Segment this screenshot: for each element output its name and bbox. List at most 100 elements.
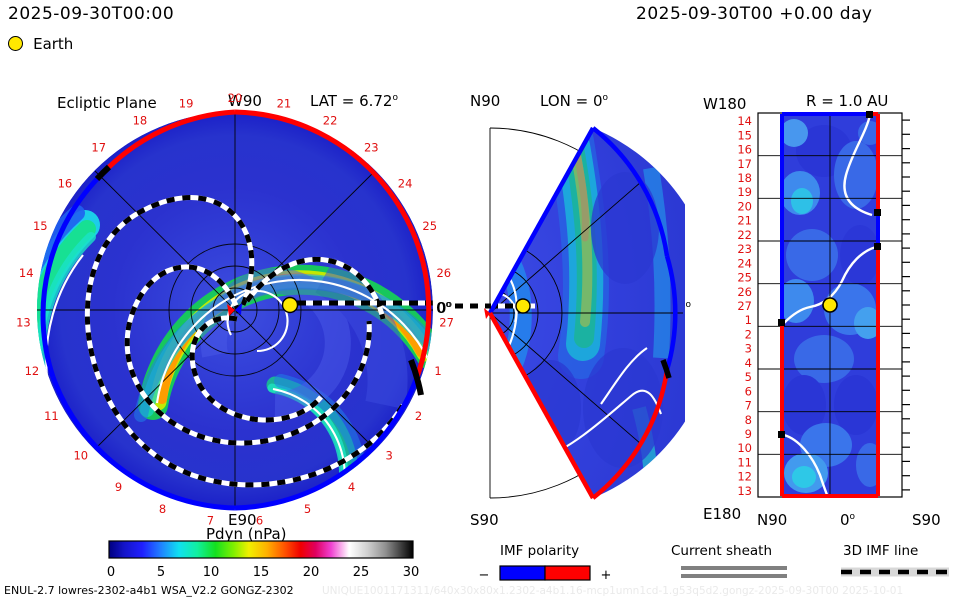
meridional-left-value: 0 xyxy=(436,299,446,317)
colorbar-tick-25: 25 xyxy=(353,565,370,580)
ecliptic-lat-label: LAT = 6.72o xyxy=(310,92,398,110)
current-sheath-legend-title: Current sheath xyxy=(671,543,773,559)
imf-positive-swatch xyxy=(544,565,591,581)
imf-polarity-swatch: − + xyxy=(479,565,612,583)
ecliptic-tick-22: 22 xyxy=(323,114,338,128)
ecliptic-tick-8: 8 xyxy=(159,502,166,516)
rmap-ytick-6: 6 xyxy=(745,384,752,398)
sun-marker-icon xyxy=(227,303,242,316)
meridional-plane-plot xyxy=(455,126,685,500)
rmap-ytick-4: 4 xyxy=(745,356,752,370)
ecliptic-top-label: W90 xyxy=(228,92,262,110)
ecliptic-tick-7: 7 xyxy=(207,514,214,528)
earth-marker-icon xyxy=(281,296,299,314)
imf-plus-label: + xyxy=(601,568,612,583)
sun-marker-icon xyxy=(484,308,490,319)
ecliptic-tick-20: 20 xyxy=(228,91,243,105)
rmap-ytick-19: 19 xyxy=(737,185,752,199)
degree-sup-icon: o xyxy=(685,300,692,310)
ecliptic-tick-23: 23 xyxy=(364,141,379,155)
imf-minus-label: − xyxy=(479,568,490,583)
meridional-lon-label: LON = 0o xyxy=(540,92,608,110)
imf-polarity-legend-title: IMF polarity xyxy=(500,543,580,559)
ecliptic-lat-value: LAT = 6.72 xyxy=(310,92,393,110)
imf-line-swatch xyxy=(841,567,949,577)
ecliptic-tick-17: 17 xyxy=(91,141,106,155)
ecliptic-tick-4: 4 xyxy=(348,480,355,494)
ecliptic-panel-title: Ecliptic Plane xyxy=(57,94,157,112)
colorbar-tick-15: 15 xyxy=(253,565,270,580)
ecliptic-tick-19: 19 xyxy=(179,97,194,111)
rmap-ytick-23: 23 xyxy=(737,242,752,256)
ecliptic-tick-21: 21 xyxy=(277,97,292,111)
rmap-ytick-11: 11 xyxy=(737,455,752,469)
rmap-ytick-25: 25 xyxy=(737,271,752,285)
rmap-panel-title: R = 1.0 AU xyxy=(806,92,889,110)
colorbar: 0 5 10 15 20 25 30 xyxy=(107,540,419,580)
colorbar-tick-30: 30 xyxy=(403,565,420,580)
ecliptic-tick-25: 25 xyxy=(422,219,437,233)
ecliptic-right-value: 0 xyxy=(437,299,447,317)
rmap-ytick-20: 20 xyxy=(737,199,752,213)
rmap-ytick-3: 3 xyxy=(745,342,752,356)
degree-sup-icon: o xyxy=(392,93,398,103)
rmap-bottom-label: E180 xyxy=(703,505,742,523)
earth-marker-icon xyxy=(8,36,23,51)
rmap-ytick-7: 7 xyxy=(745,399,752,413)
ecliptic-tick-16: 16 xyxy=(58,176,73,190)
rmap-ytick-26: 26 xyxy=(737,285,752,299)
ecliptic-tick-14: 14 xyxy=(19,266,34,280)
meridional-bottom-label: S90 xyxy=(470,511,499,529)
rmap-xtick-n90: N90 xyxy=(757,511,788,529)
rmap-ytick-5: 5 xyxy=(745,370,752,384)
colorbar-tick-0: 0 xyxy=(107,565,115,580)
rmap-ytick-14: 14 xyxy=(737,114,752,128)
degree-sup-icon: o xyxy=(602,93,609,103)
rmap-ytick-16: 16 xyxy=(737,143,752,157)
ecliptic-bottom-label: E90 xyxy=(228,511,257,529)
ecliptic-tick-15: 15 xyxy=(33,219,48,233)
forecast-label: 2025-09-30T00 +0.00 day xyxy=(636,4,873,24)
earth-marker-icon xyxy=(822,297,838,313)
rmap-top-label: W180 xyxy=(703,95,747,113)
rmap-ytick-8: 8 xyxy=(745,413,752,427)
colorbar-tick-5: 5 xyxy=(157,565,165,580)
ecliptic-right-label: 0o xyxy=(437,299,452,317)
rmap-ytick-27: 27 xyxy=(737,299,752,313)
model-footer: ENUL-2.7 lowres-2302-a4b1 WSA_V2.2 GONGZ… xyxy=(4,584,294,597)
earth-marker-icon xyxy=(515,298,531,314)
ecliptic-tick-12: 12 xyxy=(25,364,40,378)
ecliptic-tick-2: 2 xyxy=(415,409,422,423)
ecliptic-tick-24: 24 xyxy=(398,176,413,190)
imf-negative-swatch xyxy=(499,565,546,581)
rmap-ytick-17: 17 xyxy=(737,157,752,171)
ecliptic-tick-9: 9 xyxy=(115,480,122,494)
rmap-xtick-s90: S90 xyxy=(912,511,941,529)
ecliptic-tick-10: 10 xyxy=(73,449,88,463)
watermark-footer: UNIQUE1001171311/640x30x80x1.2302-a4b1.1… xyxy=(322,585,904,597)
rmap-ytick-24: 24 xyxy=(737,256,752,270)
rmap-ytick-2: 2 xyxy=(745,327,752,341)
rmap-ytick-1: 1 xyxy=(745,313,752,327)
rmap-ytick-13: 13 xyxy=(737,484,752,498)
colorbar-title: Pdyn (nPa) xyxy=(206,525,287,543)
ecliptic-tick-13: 13 xyxy=(16,315,31,329)
rmap-ytick-22: 22 xyxy=(737,228,752,242)
degree-sup-icon: o xyxy=(445,300,452,310)
colorbar-tick-10: 10 xyxy=(203,565,220,580)
r1au-map-plot: 1415161718192021222324252627123456789101… xyxy=(737,111,910,498)
ecliptic-tick-18: 18 xyxy=(133,114,148,128)
imf-line-legend-title: 3D IMF line xyxy=(843,543,919,559)
rmap-ytick-9: 9 xyxy=(745,427,752,441)
earth-legend: Earth xyxy=(8,34,73,53)
rmap-ytick-10: 10 xyxy=(737,441,752,455)
ecliptic-tick-11: 11 xyxy=(44,409,59,423)
rmap-xtick-0: 0o xyxy=(840,511,856,529)
degree-sup-icon: o xyxy=(446,300,453,310)
ecliptic-tick-5: 5 xyxy=(304,502,311,516)
meridional-left-label: 0o xyxy=(436,299,451,317)
meridional-lon-value: LON = 0 xyxy=(540,92,603,110)
rmap-ytick-21: 21 xyxy=(737,214,752,228)
meridional-top-label: N90 xyxy=(470,92,501,110)
